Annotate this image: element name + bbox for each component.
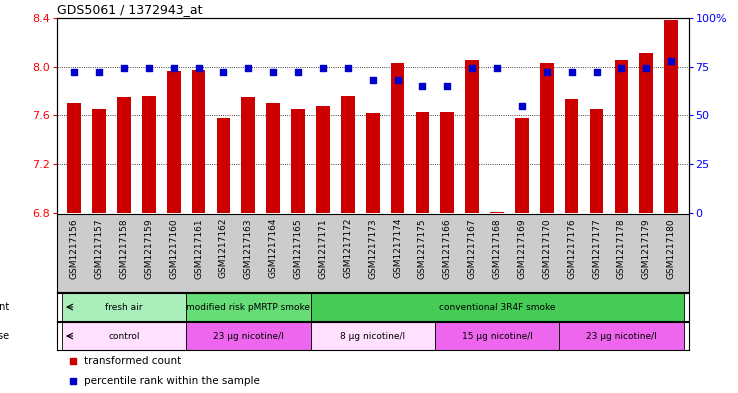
- Text: GSM1217172: GSM1217172: [343, 218, 352, 278]
- Text: GSM1217169: GSM1217169: [517, 218, 526, 279]
- Point: [416, 83, 428, 89]
- Point: [267, 69, 279, 75]
- Text: 23 μg nicotine/l: 23 μg nicotine/l: [586, 332, 657, 341]
- Point: [193, 65, 204, 72]
- Point: [541, 69, 553, 75]
- Bar: [615, 61, 628, 213]
- Bar: [415, 112, 430, 213]
- Text: GSM1217162: GSM1217162: [219, 218, 228, 278]
- Text: GSM1217173: GSM1217173: [368, 218, 377, 279]
- Text: fresh air: fresh air: [106, 303, 142, 312]
- Text: 15 μg nicotine/l: 15 μg nicotine/l: [461, 332, 533, 341]
- Text: GSM1217176: GSM1217176: [568, 218, 576, 279]
- Bar: [62, 293, 186, 321]
- Text: GSM1217166: GSM1217166: [443, 218, 452, 279]
- Bar: [292, 109, 305, 213]
- Text: percentile rank within the sample: percentile rank within the sample: [84, 376, 260, 386]
- Point: [511, 95, 523, 101]
- Text: GSM1217177: GSM1217177: [592, 218, 601, 279]
- Bar: [366, 113, 379, 213]
- Bar: [466, 61, 479, 213]
- Bar: [142, 96, 156, 213]
- Bar: [62, 322, 186, 350]
- Point: [511, 277, 523, 283]
- Text: GSM1217167: GSM1217167: [468, 218, 477, 279]
- Point: [492, 65, 503, 72]
- Point: [641, 65, 652, 72]
- Point: [590, 69, 602, 75]
- Bar: [266, 103, 280, 213]
- Text: agent: agent: [0, 302, 10, 312]
- Bar: [311, 322, 435, 350]
- Bar: [590, 109, 604, 213]
- Text: GSM1217170: GSM1217170: [542, 218, 551, 279]
- Bar: [664, 20, 678, 213]
- Point: [93, 69, 105, 75]
- Point: [665, 57, 677, 64]
- Point: [143, 65, 155, 72]
- Text: modified risk pMRTP smoke: modified risk pMRTP smoke: [186, 303, 311, 312]
- Point: [242, 65, 254, 72]
- Text: dose: dose: [0, 331, 10, 341]
- Bar: [639, 53, 653, 213]
- Text: GSM1217180: GSM1217180: [666, 218, 676, 279]
- Bar: [167, 72, 181, 213]
- Point: [441, 83, 453, 89]
- Text: conventional 3R4F smoke: conventional 3R4F smoke: [439, 303, 555, 312]
- Point: [615, 65, 627, 72]
- Text: GSM1217174: GSM1217174: [393, 218, 402, 278]
- Text: GSM1217159: GSM1217159: [145, 218, 154, 279]
- Text: GSM1217164: GSM1217164: [269, 218, 277, 278]
- Bar: [390, 63, 404, 213]
- Point: [317, 65, 329, 72]
- Bar: [92, 109, 106, 213]
- Point: [466, 65, 478, 72]
- Text: GSM1217163: GSM1217163: [244, 218, 253, 279]
- Text: GSM1217171: GSM1217171: [319, 218, 328, 279]
- Bar: [186, 322, 311, 350]
- Point: [168, 65, 179, 72]
- Bar: [186, 293, 311, 321]
- Bar: [540, 63, 554, 213]
- Text: GSM1217168: GSM1217168: [492, 218, 502, 279]
- Text: 8 μg nicotine/l: 8 μg nicotine/l: [340, 332, 405, 341]
- Text: GSM1217161: GSM1217161: [194, 218, 203, 279]
- Point: [292, 69, 304, 75]
- Text: GSM1217156: GSM1217156: [69, 218, 79, 279]
- Text: GSM1217160: GSM1217160: [169, 218, 178, 279]
- Bar: [192, 70, 205, 213]
- Point: [392, 77, 404, 83]
- Bar: [341, 96, 355, 213]
- Bar: [117, 97, 131, 213]
- Point: [367, 77, 379, 83]
- Point: [69, 69, 80, 75]
- Bar: [565, 99, 579, 213]
- Bar: [435, 322, 559, 350]
- Text: transformed count: transformed count: [84, 356, 182, 366]
- Point: [566, 69, 578, 75]
- Bar: [515, 118, 528, 213]
- Text: GSM1217175: GSM1217175: [418, 218, 427, 279]
- Point: [516, 103, 528, 109]
- Point: [218, 69, 230, 75]
- Text: GSM1217178: GSM1217178: [617, 218, 626, 279]
- Text: GSM1217179: GSM1217179: [642, 218, 651, 279]
- Text: GSM1217158: GSM1217158: [120, 218, 128, 279]
- Text: GSM1217165: GSM1217165: [294, 218, 303, 279]
- Bar: [241, 97, 255, 213]
- Bar: [441, 112, 454, 213]
- Text: GDS5061 / 1372943_at: GDS5061 / 1372943_at: [57, 4, 202, 17]
- Bar: [490, 212, 504, 213]
- Point: [342, 65, 354, 72]
- Bar: [67, 103, 81, 213]
- Text: control: control: [108, 332, 139, 341]
- Bar: [311, 293, 683, 321]
- Bar: [316, 106, 330, 213]
- Text: GSM1217157: GSM1217157: [94, 218, 103, 279]
- Bar: [217, 118, 230, 213]
- Text: 23 μg nicotine/l: 23 μg nicotine/l: [213, 332, 283, 341]
- Point: [118, 65, 130, 72]
- Bar: [559, 322, 683, 350]
